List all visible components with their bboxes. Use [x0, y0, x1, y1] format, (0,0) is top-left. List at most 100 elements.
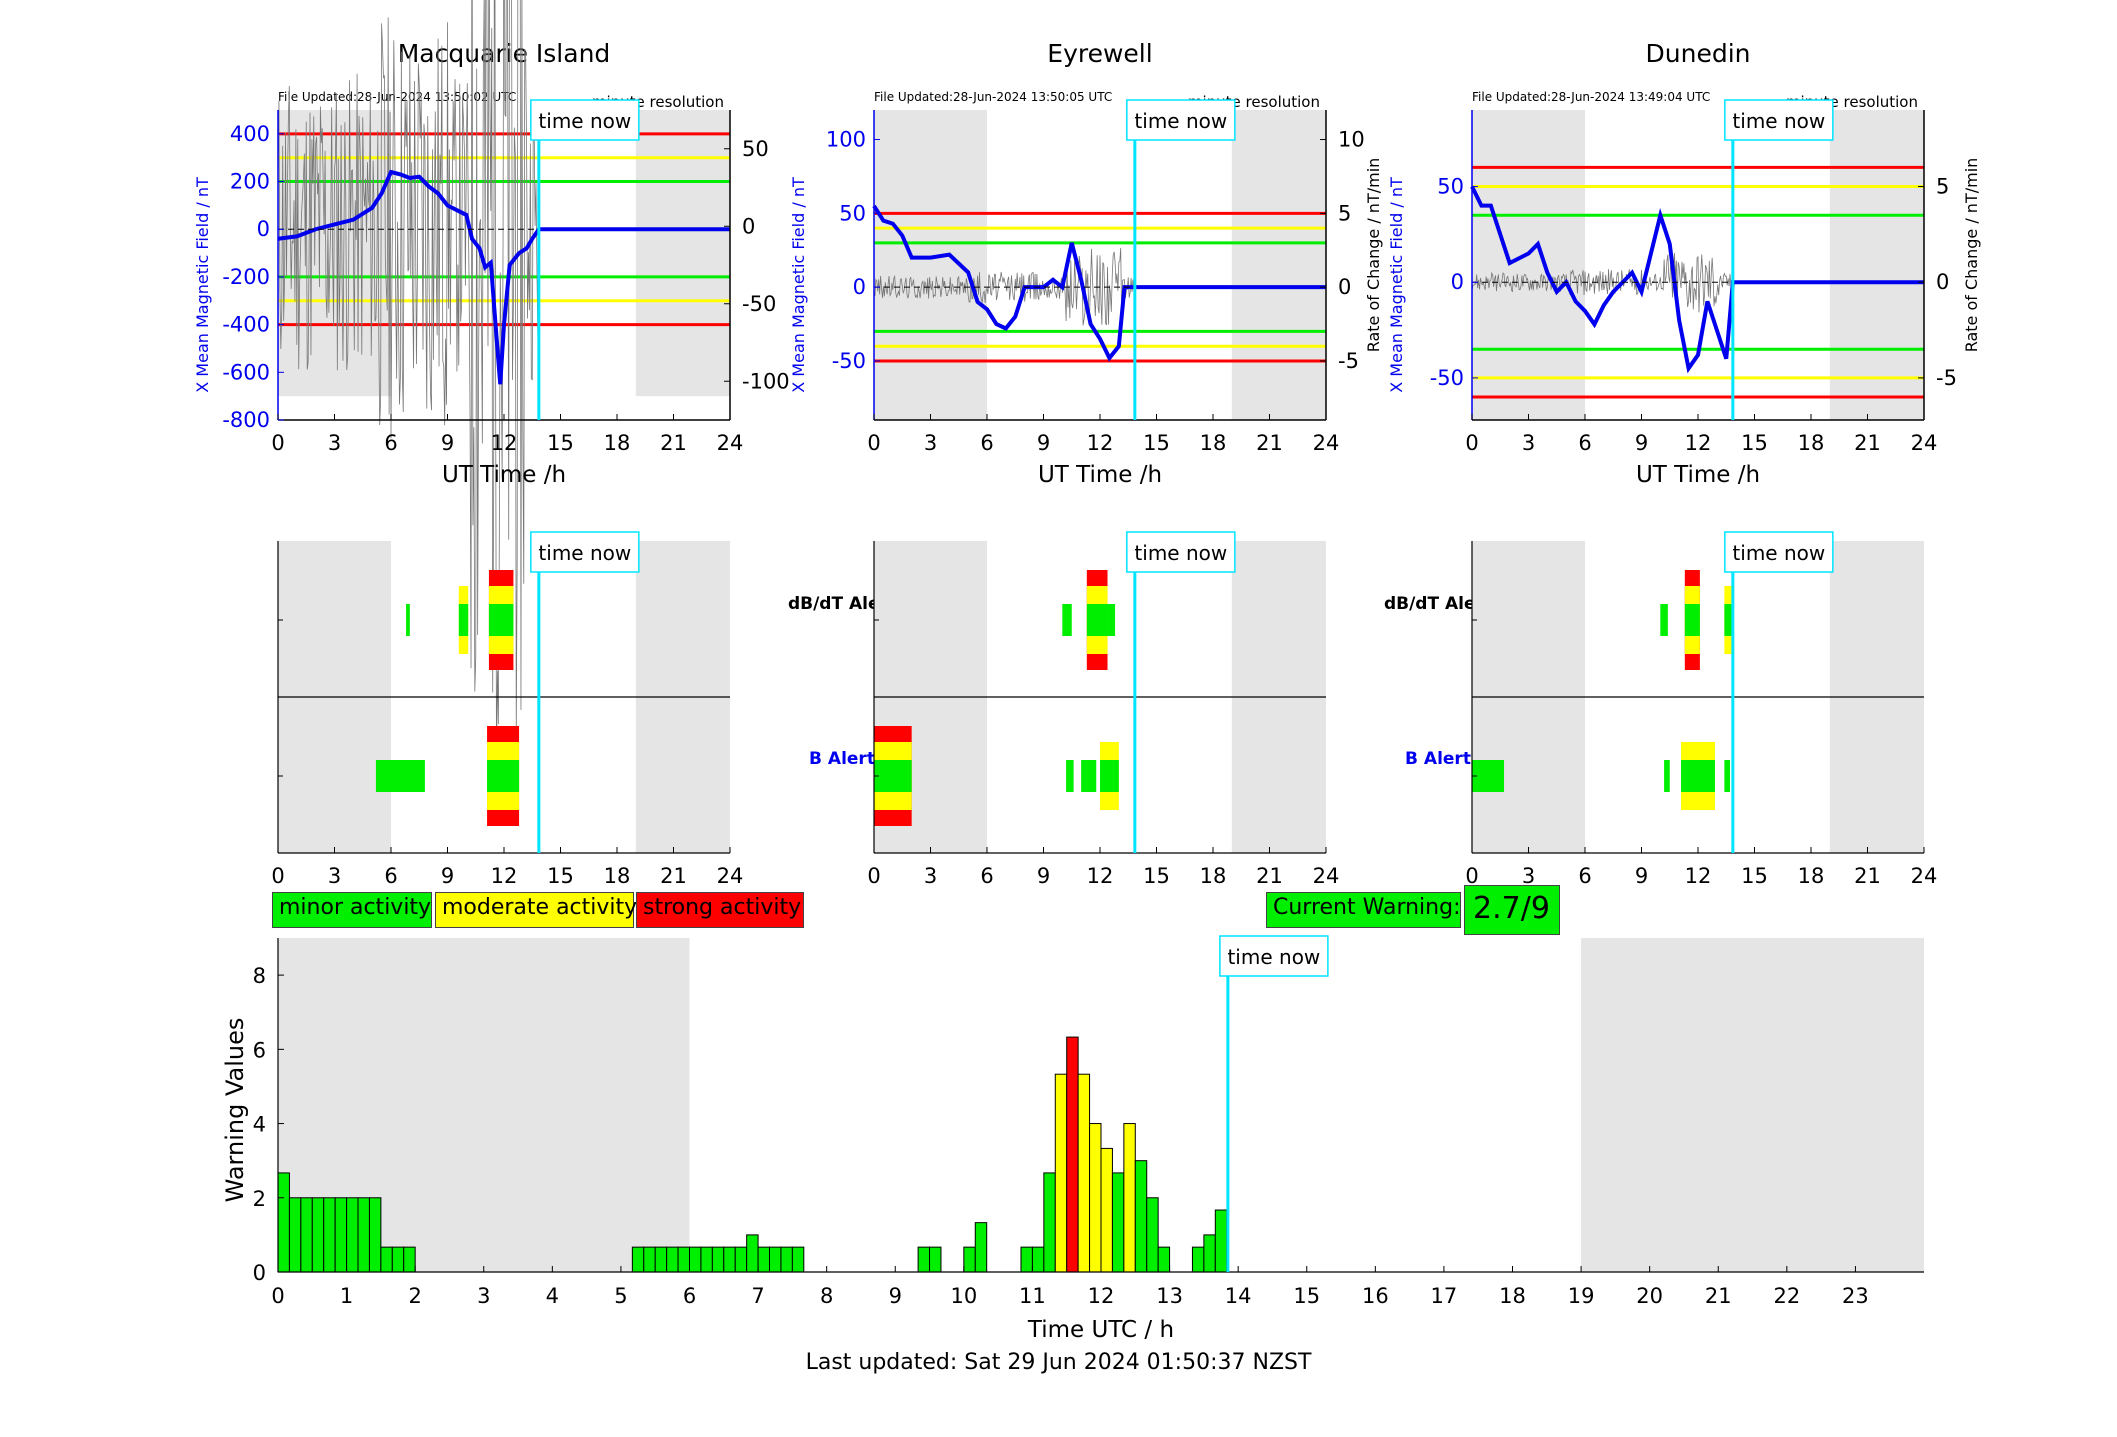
time-now-alert-0-box	[530, 531, 640, 573]
x-tick-label: 9	[1037, 864, 1050, 888]
x-tick-label: 24	[1911, 431, 1938, 455]
x-tick-label: 14	[1225, 1284, 1252, 1308]
x-tick-label: 21	[1256, 864, 1283, 888]
warning-bar	[711, 1246, 725, 1273]
rate-of-change-trace	[277, 0, 539, 762]
x-tick-label: 3	[924, 431, 937, 455]
y-tick-label: 2	[253, 1187, 266, 1211]
y-tick-label-left: 0	[257, 217, 270, 241]
b-alert-block	[487, 760, 520, 792]
warning-bar	[1146, 1197, 1159, 1273]
warning-bar	[689, 1246, 702, 1273]
x-tick-label: 24	[1313, 864, 1340, 888]
y-tick-label-left: 400	[230, 122, 270, 146]
warning-bar	[1100, 1147, 1113, 1273]
warning-bar	[288, 1197, 302, 1273]
b-alert-block	[375, 760, 425, 792]
warning-bar	[1066, 1036, 1079, 1273]
x-tick-label: 10	[950, 1284, 977, 1308]
y-tick-label-right: 5	[1338, 201, 1351, 225]
current-warning-number: 2.7/9	[1473, 891, 1550, 926]
b-alert-block	[1100, 760, 1119, 792]
warning-bar	[791, 1246, 805, 1273]
x-tick-label: 16	[1362, 1284, 1389, 1308]
warning-bar	[1191, 1246, 1205, 1273]
x-tick-label: 12	[1685, 431, 1712, 455]
night-shade	[874, 110, 987, 420]
x-tick-label: 12	[1685, 864, 1712, 888]
y-tick-label-left: -800	[222, 408, 270, 432]
field-trace	[1470, 185, 1924, 374]
warning-bar	[654, 1246, 668, 1273]
y-tick-label-right: -5	[1338, 349, 1359, 373]
current-warning-value: 2.7/9	[1464, 885, 1560, 935]
x-tick-label: 6	[384, 864, 397, 888]
x-tick-label: 1	[340, 1284, 353, 1308]
x-tick-label: 3	[1522, 864, 1535, 888]
night-shade	[1829, 110, 1924, 420]
station-panel-1: Eyrewell File Updated:28-Jun-2024 13:50:0…	[789, 39, 1383, 488]
y-axis-label-left: X Mean Magnetic Field / nT	[1387, 177, 1406, 393]
x-tick-label: 0	[271, 864, 284, 888]
x-tick-label: 20	[1636, 1284, 1663, 1308]
y-tick-label-right: 10	[1338, 128, 1365, 152]
time-now-warning-box	[1219, 935, 1329, 977]
x-tick-label: 9	[1037, 431, 1050, 455]
x-tick-label: 18	[1798, 864, 1825, 888]
time-now-top-0-label: time now	[538, 109, 631, 133]
legend-strong-label: strong activity	[643, 895, 802, 920]
time-now-top-1-label: time now	[1134, 109, 1227, 133]
x-tick-label: 12	[1088, 1284, 1115, 1308]
b-alert-block	[1664, 760, 1670, 792]
b-alert-block	[1681, 760, 1715, 792]
alert-panel-1: 0 3 6 9 12 15 18 21 24 dB/dT Alert B Alert	[867, 541, 1492, 888]
x-tick-label: 0	[271, 1284, 284, 1308]
warning-bar	[1214, 1209, 1228, 1273]
x-tick-label: 18	[1200, 431, 1227, 455]
x-tick-label: 3	[1522, 431, 1535, 455]
night-shade	[1581, 938, 1924, 1272]
station-panel-2: Dunedin File Updated:28-Jun-2024 13:49:04…	[1387, 39, 1981, 488]
x-tick-label: 18	[604, 431, 631, 455]
x-tick-label: 21	[1256, 431, 1283, 455]
time-now-top-0-box	[530, 99, 640, 141]
warning-bar	[368, 1197, 382, 1273]
y-tick-label-left: -400	[222, 313, 270, 337]
b-alert-block	[1472, 760, 1505, 792]
y-tick-label-left: -200	[222, 265, 270, 289]
warning-bar	[677, 1246, 690, 1273]
y-axis-label-left: X Mean Magnetic Field / nT	[789, 177, 808, 393]
x-tick-label: 21	[1705, 1284, 1732, 1308]
x-tick-label: 5	[614, 1284, 627, 1308]
warning-bar	[311, 1197, 325, 1273]
warning-bar	[769, 1246, 782, 1273]
time-now-alert-1-box	[1126, 531, 1236, 573]
x-tick-label: 15	[1741, 431, 1768, 455]
warning-bar	[700, 1246, 713, 1273]
x-tick-label: 9	[889, 1284, 902, 1308]
x-tick-label: 18	[1499, 1284, 1526, 1308]
warning-bar	[1203, 1234, 1216, 1273]
night-shade	[1231, 110, 1326, 420]
x-tick-label: 15	[1293, 1284, 1320, 1308]
x-tick-label: 6	[683, 1284, 696, 1308]
x-tick-label: 3	[924, 864, 937, 888]
y-tick-label-left: 0	[1451, 270, 1464, 294]
field-trace	[277, 169, 730, 385]
warning-bar	[1123, 1123, 1136, 1273]
x-tick-label: 0	[1465, 864, 1478, 888]
x-tick-label: 24	[1911, 864, 1938, 888]
field-trace	[872, 204, 1326, 362]
y-tick-label-left: -50	[1430, 366, 1464, 390]
warning-bar	[1157, 1246, 1171, 1273]
y-axis-label-right: Rate of Change / nT/min	[1962, 158, 1981, 353]
last-updated: Last updated: Sat 29 Jun 2024 01:50:37 N…	[805, 1350, 1312, 1375]
b-alert-block	[874, 760, 912, 792]
warning-bar	[334, 1197, 348, 1273]
dbdt-alert-block	[1107, 604, 1116, 636]
dbdt-alert-block	[1684, 604, 1700, 636]
x-axis-label: UT Time /h	[1038, 462, 1162, 488]
dbdt-alert-block	[1724, 604, 1734, 636]
y-axis-label: Warning Values	[221, 1018, 249, 1203]
